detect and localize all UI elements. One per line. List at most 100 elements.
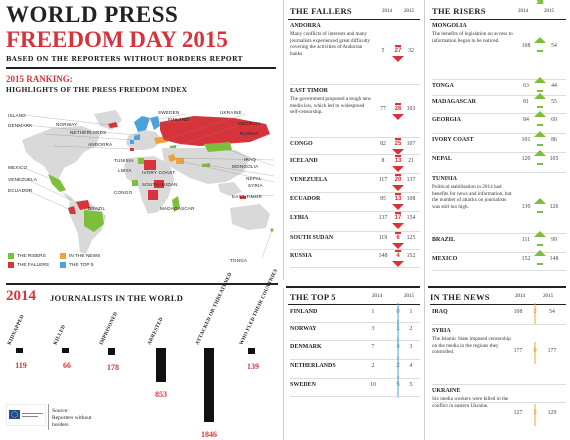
fall-bar <box>395 103 401 105</box>
bar <box>204 348 214 422</box>
map-label: MEXICO <box>8 165 28 170</box>
row-divider <box>432 79 566 80</box>
ranking-title: 2015 RANKING: <box>6 74 73 84</box>
fall-bar <box>395 212 401 214</box>
rank-change: 17 <box>394 215 402 221</box>
row-country: NETHERLANDS <box>290 363 336 369</box>
row-description: The benefits of legislation on access to… <box>432 31 513 44</box>
change-marker <box>534 404 536 426</box>
value-2014: 82 <box>380 141 386 147</box>
fall-arrow <box>392 56 404 62</box>
change-marker <box>397 357 399 379</box>
value-2014: 177 <box>513 348 523 354</box>
row-divider <box>432 324 566 325</box>
fall-arrow <box>392 223 404 229</box>
row-divider <box>432 133 566 134</box>
rise-bar <box>537 90 543 92</box>
value-2014: 108 <box>521 43 531 49</box>
rank-change: 13 <box>394 196 402 202</box>
row-divider <box>290 154 420 155</box>
value-2014: 120 <box>521 156 531 162</box>
rank-change: 12 <box>536 0 544 6</box>
page-title-red: FREEDOM DAY 2015 <box>6 27 228 52</box>
row-divider <box>290 192 420 193</box>
journalists-title: JOURNALISTS IN THE WORLD <box>50 293 184 303</box>
rank-change: 20 <box>394 177 402 183</box>
row-country: ANDORRA <box>290 23 321 29</box>
row-country: VENEZUELA <box>290 177 328 183</box>
row-country: IRAQ <box>432 309 448 315</box>
value-2015: 2 <box>409 326 413 332</box>
fall-bar <box>395 232 401 234</box>
fall-bar <box>395 193 401 195</box>
value-2015: 54 <box>549 309 555 315</box>
value-2015: 129 <box>547 410 557 416</box>
map-label: SYRIA <box>248 183 263 188</box>
map-label: RUSSIA <box>240 131 259 136</box>
bar-label: KILLED <box>52 324 68 346</box>
bar <box>16 348 23 353</box>
row-divider <box>432 172 566 173</box>
rank-change: 15 <box>536 0 544 6</box>
ranking-subtitle: HIGHLIGHTS OF THE PRESS FREEDOM INDEX <box>6 85 188 94</box>
row-divider <box>432 152 566 153</box>
bar-value: 139 <box>247 361 259 371</box>
row-country: BRAZIL <box>432 237 456 243</box>
map-label: LIBYA <box>118 168 132 173</box>
row-country: GEORGIA <box>432 117 462 123</box>
fall-bar <box>395 138 401 140</box>
bar <box>248 348 255 354</box>
legend-in-the-news: IN THE NEWS <box>60 253 100 259</box>
value-2015: 125 <box>406 235 416 241</box>
row-divider <box>432 113 566 114</box>
fall-bar <box>395 45 401 47</box>
col-2014: 2014 <box>515 294 525 299</box>
bar <box>156 348 166 383</box>
value-2015: 103 <box>406 106 416 112</box>
map-label: EAST-TIMOR <box>232 194 263 199</box>
value-2015: 126 <box>549 204 559 210</box>
rise-bar <box>537 163 543 165</box>
rank-change: 19 <box>536 0 544 6</box>
rank-change: 1 <box>396 326 400 332</box>
fall-arrow <box>392 185 404 191</box>
value-2014: 1 <box>371 309 375 315</box>
row-country: ECUADOR <box>290 196 321 202</box>
rank-change: 27 <box>394 48 402 54</box>
rise-bar <box>537 263 543 265</box>
row-country: MONGOLIA <box>432 23 467 29</box>
fall-arrow <box>392 149 404 155</box>
bar-value: 853 <box>155 390 167 400</box>
journalists-year: 2014 <box>6 288 36 304</box>
row-country: EAST TIMOR <box>290 88 328 94</box>
rank-change: 13 <box>394 158 402 164</box>
value-2014: 101 <box>521 137 531 143</box>
change-marker <box>534 342 536 364</box>
rank-change: 2 <box>396 363 400 369</box>
value-2014: 63 <box>523 83 529 89</box>
row-divider <box>290 322 420 323</box>
eu-parliament-logo <box>6 404 46 426</box>
row-country: DENMARK <box>290 344 322 350</box>
value-2014: 84 <box>523 117 529 123</box>
row-country: IVORY COAST <box>432 137 474 143</box>
row-divider <box>432 384 566 385</box>
row-country: MEXICO <box>432 256 458 262</box>
map-label: VENEZUELA <box>8 177 38 182</box>
value-2014: 5 <box>381 48 385 54</box>
map-label: NETHERLANDS <box>70 130 107 135</box>
col-2015: 2015 <box>404 294 414 299</box>
row-country: ICELAND <box>290 158 318 164</box>
rise-bar <box>537 244 543 246</box>
value-2015: 21 <box>408 158 414 164</box>
legend-risers: THE RISERS <box>8 253 46 259</box>
bar-label: KIDNAPPED <box>6 313 26 346</box>
col-2014: 2014 <box>518 9 528 14</box>
col-2014: 2014 <box>382 9 392 14</box>
bar-label: WHO FLED THEIR COUNTRIES <box>238 268 280 346</box>
fall-bar <box>395 250 401 252</box>
change-marker <box>397 338 399 360</box>
bar-value: 66 <box>63 361 71 370</box>
map-label: SWEDEN <box>158 110 180 115</box>
value-2015: 99 <box>551 237 557 243</box>
